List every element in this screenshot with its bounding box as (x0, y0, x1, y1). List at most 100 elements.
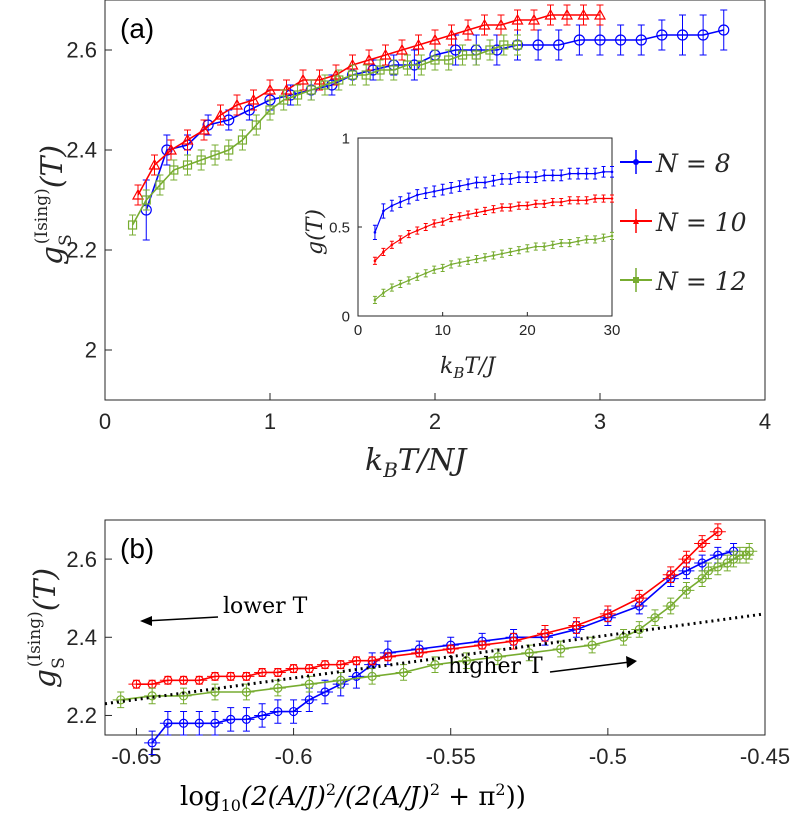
legend-label-n8: N = 8 (655, 149, 731, 178)
data-point (320, 80, 330, 90)
x-tick-label: 0 (99, 409, 111, 434)
data-point (534, 175, 538, 179)
data-point (576, 199, 580, 202)
data-point (445, 28, 458, 40)
data-point (279, 95, 289, 105)
data-point (493, 652, 503, 662)
y-tick-label: 2.6 (66, 547, 97, 572)
data-point (273, 706, 283, 717)
higher-t-arrow (549, 661, 631, 673)
series-n12 (127, 34, 523, 236)
series-n10 (128, 523, 726, 689)
panel-b-label: (b) (120, 533, 154, 564)
data-point (634, 624, 644, 635)
data-point (585, 199, 588, 202)
legend-label-n10: N = 10 (655, 208, 747, 237)
data-point (517, 248, 521, 252)
error-bar (398, 39, 406, 61)
data-point (383, 652, 393, 662)
data-point (224, 145, 234, 155)
data-point (634, 593, 644, 603)
data-point (542, 245, 546, 248)
data-point (441, 188, 444, 191)
data-point (164, 143, 178, 155)
data-point (573, 34, 585, 46)
error-bar (617, 24, 625, 56)
y-tick-label: 0 (342, 308, 350, 325)
data-point (681, 554, 692, 564)
error-bar (250, 89, 257, 111)
data-point (163, 718, 173, 728)
data-point (432, 190, 436, 193)
data-point (475, 181, 478, 184)
data-point (407, 279, 411, 282)
data-point (571, 620, 582, 631)
data-point (304, 663, 314, 674)
data-point (414, 648, 424, 658)
data-point (336, 675, 346, 685)
panel-b: -0.65 -0.6 -0.55 -0.5 -0.45 2.2 2.4 2.6 (b) low… (25, 519, 790, 815)
series-n12 (112, 542, 758, 709)
error-bar (307, 79, 315, 101)
higher-t-annotation: higher T (448, 654, 543, 679)
data-point (395, 43, 409, 55)
data-point (415, 275, 419, 279)
data-point (449, 216, 453, 220)
panel-b-series (112, 523, 758, 756)
data-point (458, 184, 461, 188)
data-point (610, 197, 614, 200)
error-bar (197, 149, 205, 171)
data-point (534, 245, 538, 248)
error-bar (464, 19, 472, 41)
data-point (441, 266, 444, 270)
data-point (320, 660, 330, 670)
svg-text:gS(Ising)(T): gS(Ising)(T) (32, 145, 76, 265)
data-point (288, 706, 299, 717)
error-bar (459, 44, 467, 66)
data-point (568, 199, 571, 202)
data-point (576, 239, 580, 243)
data-point (494, 18, 508, 30)
data-point (697, 29, 709, 41)
x-tick-label: 4 (759, 409, 771, 434)
data-point (131, 679, 142, 689)
series-n8 (372, 165, 614, 240)
data-point (576, 172, 580, 175)
data-point (551, 174, 555, 177)
data-point (373, 298, 377, 302)
data-point (602, 170, 605, 174)
data-point (483, 209, 487, 213)
data-point (313, 73, 326, 85)
data-point (477, 640, 487, 650)
data-point (475, 211, 478, 215)
data-point (449, 263, 453, 266)
inset-ylabel: g(T) (303, 209, 328, 255)
svg-text:g(T): g(T) (303, 209, 328, 255)
data-point (399, 238, 402, 241)
error-bar (417, 54, 425, 76)
data-point (508, 636, 519, 646)
error-bar (514, 34, 521, 56)
inset-ticks: 0 10 20 30 0 0.5 1 (329, 130, 620, 339)
x-tick-label: 10 (434, 322, 451, 339)
inset: 0 10 20 30 0 0.5 1 kBT/J g(T) (303, 130, 620, 382)
data-point (127, 220, 138, 230)
data-point (230, 98, 244, 110)
data-point (568, 172, 571, 175)
data-point (407, 232, 411, 236)
data-point (237, 135, 248, 145)
data-point (390, 204, 394, 207)
data-point (273, 667, 283, 678)
error-bar (658, 19, 666, 51)
error-bar (349, 64, 356, 86)
data-point (676, 29, 689, 41)
data-point (524, 648, 534, 658)
data-point (466, 259, 470, 263)
data-point (593, 8, 607, 20)
error-bar (445, 49, 453, 71)
data-point (713, 562, 723, 572)
data-point (147, 691, 157, 701)
legend-label-n12: N = 12 (655, 267, 747, 296)
error-bar (596, 4, 604, 26)
data-point (446, 644, 456, 654)
